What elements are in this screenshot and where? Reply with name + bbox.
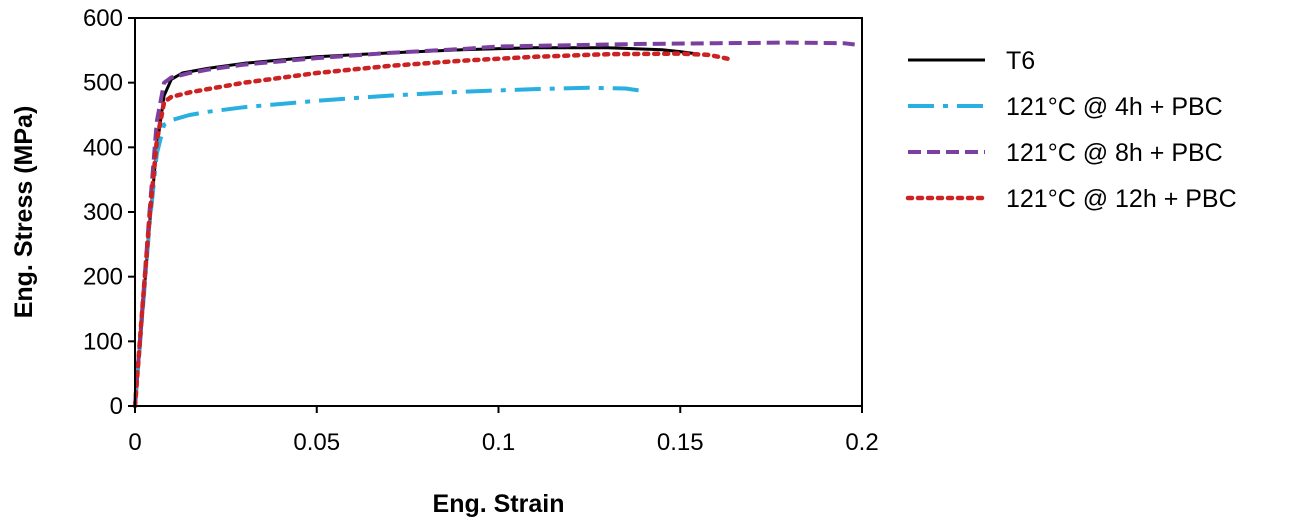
x-tick-label: 0.2: [845, 429, 878, 456]
legend: T6 121°C @ 4h + PBC 121°C @ 8h + PBC 121°C …: [905, 47, 1237, 213]
plot-area-frame: [134, 17, 863, 407]
legend-label-4: 121°C @ 12h + PBC: [1006, 185, 1237, 213]
x-axis-ticks: 0 0.05 0.1 0.15 0.2: [128, 406, 879, 456]
y-tick-label: 400: [83, 134, 123, 161]
x-tick-label: 0.05: [293, 429, 340, 456]
series-line-3: [133, 40, 855, 407]
legend-label-3: 121°C @ 8h + PBC: [1006, 139, 1223, 167]
y-tick-label: 600: [83, 5, 123, 32]
series-line-4: [132, 51, 730, 409]
legend-label-1: T6: [1006, 47, 1035, 75]
plot-marks: [132, 40, 855, 409]
y-tick-label: 200: [83, 264, 123, 291]
y-tick-label: 500: [83, 70, 123, 97]
x-axis-title: Eng. Strain: [433, 490, 565, 518]
legend-label-2: 121°C @ 4h + PBC: [1006, 93, 1223, 121]
y-tick-label: 0: [110, 393, 123, 420]
y-tick-label: 300: [83, 199, 123, 226]
y-axis-ticks: 0 100 200 300 400 500 600: [83, 5, 135, 420]
x-tick-label: 0: [128, 429, 141, 456]
x-tick-label: 0.15: [657, 429, 704, 456]
y-tick-label: 100: [83, 328, 123, 355]
series-line-2: [133, 85, 645, 407]
x-tick-label: 0.1: [482, 429, 515, 456]
series-line-1: [133, 46, 696, 407]
y-axis-title: Eng. Stress (MPa): [10, 106, 38, 319]
